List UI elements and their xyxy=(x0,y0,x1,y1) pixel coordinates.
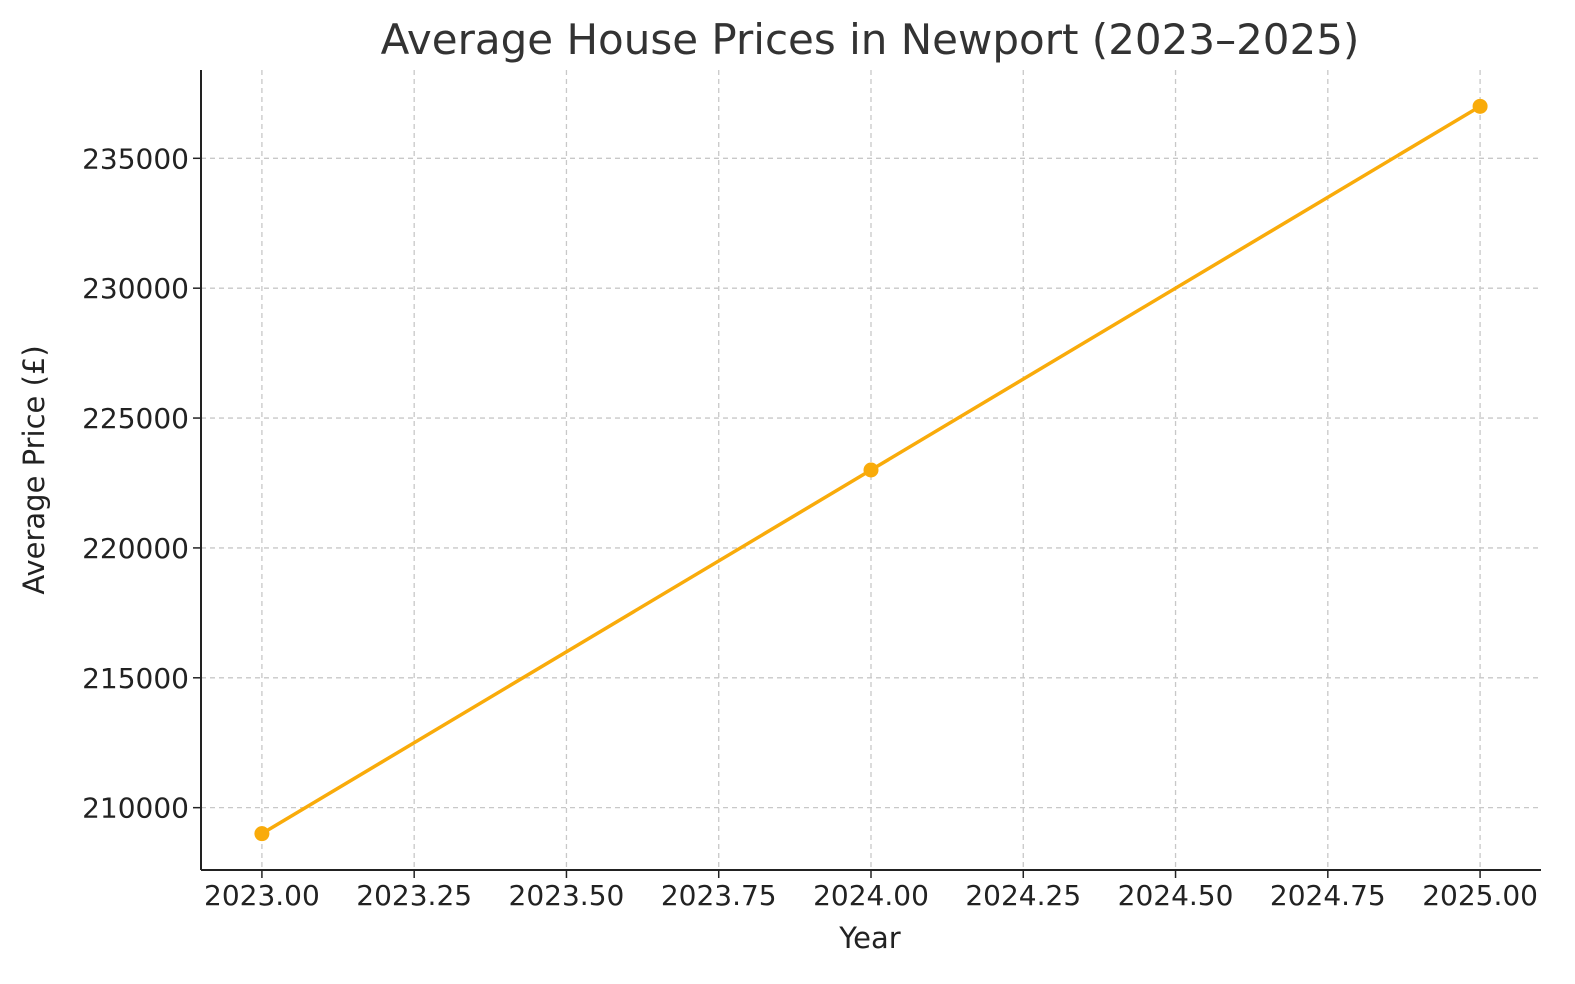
x-tick-label: 2024.00 xyxy=(813,879,929,912)
x-tick-label: 2024.25 xyxy=(965,879,1081,912)
chart-title: Average House Prices in Newport (2023–20… xyxy=(381,15,1360,64)
y-tick-label: 225000 xyxy=(82,402,189,435)
data-points xyxy=(254,98,1488,842)
y-tick-label: 215000 xyxy=(82,662,189,695)
x-tick-label: 2025.00 xyxy=(1422,879,1538,912)
x-tick-label: 2023.50 xyxy=(509,879,625,912)
y-tick-labels: 210000 215000 220000 225000 230000 235000 xyxy=(82,142,189,824)
x-axis-label: Year xyxy=(838,921,900,955)
x-tick-labels: 2023.00 2023.25 2023.50 2023.75 2024.00 2024.… xyxy=(204,879,1538,912)
y-tick-label: 220000 xyxy=(82,532,189,565)
y-axis-label: Average Price (£) xyxy=(17,345,51,594)
data-point xyxy=(254,826,270,842)
x-tick-label: 2023.75 xyxy=(661,879,777,912)
axes xyxy=(193,70,1541,878)
grid-lines xyxy=(201,70,1541,870)
x-tick-label: 2024.75 xyxy=(1270,879,1386,912)
x-tick-label: 2023.00 xyxy=(204,879,320,912)
x-tick-label: 2024.50 xyxy=(1118,879,1234,912)
y-tick-label: 235000 xyxy=(82,142,189,175)
data-point xyxy=(1472,98,1488,114)
x-tick-label: 2023.25 xyxy=(356,879,472,912)
data-point xyxy=(863,462,879,478)
y-tick-label: 210000 xyxy=(82,792,189,825)
y-tick-label: 230000 xyxy=(82,272,189,305)
